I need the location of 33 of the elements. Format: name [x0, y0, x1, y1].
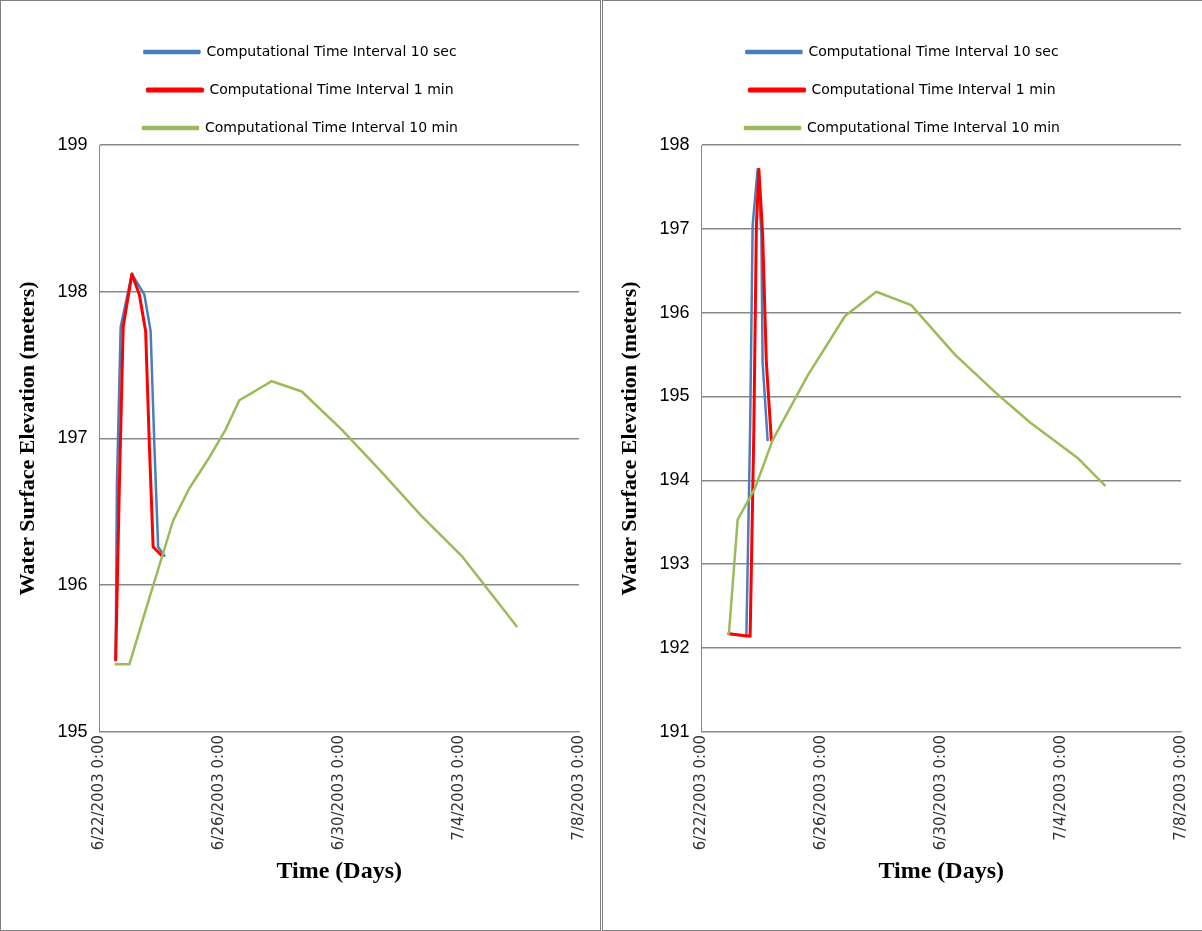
- y-axis-title: Water Surface Elevation (meters): [13, 281, 39, 596]
- y-tick-label: 196: [57, 574, 88, 595]
- x-axis-title: Time (Days): [276, 856, 402, 883]
- y-tick-label: 198: [57, 280, 88, 301]
- x-axis-title: Time (Days): [878, 856, 1004, 883]
- x-tick-label: 6/26/2003 0:00: [209, 734, 228, 851]
- legend-label: Computational Time Interval 1 min: [811, 80, 1056, 97]
- x-tick-label: 6/26/2003 0:00: [811, 734, 830, 851]
- y-axis-title: Water Surface Elevation (meters): [615, 281, 641, 596]
- x-tick-label: 6/22/2003 0:00: [89, 734, 108, 851]
- y-tick-label: 191: [659, 720, 690, 741]
- y-tick-label: 199: [57, 133, 88, 154]
- y-tick-label: 196: [659, 301, 690, 322]
- x-tick-label: 7/4/2003 0:00: [449, 734, 467, 841]
- y-tick-label: 195: [659, 385, 690, 406]
- legend-label: Computational Time Interval 10 sec: [206, 42, 457, 59]
- x-tick-label: 7/8/2003 0:00: [1170, 734, 1189, 841]
- x-tick-label: 7/8/2003 0:00: [568, 734, 587, 841]
- y-tick-label: 198: [659, 133, 690, 154]
- y-tick-label: 197: [659, 217, 690, 238]
- y-tick-label: 194: [659, 469, 690, 490]
- y-tick-label: 192: [659, 636, 690, 657]
- legend-label: Computational Time Interval 1 min: [209, 80, 454, 97]
- y-tick-label: 195: [57, 720, 88, 741]
- x-tick-label: 7/4/2003 0:00: [1051, 734, 1069, 841]
- x-tick-label: 6/22/2003 0:00: [691, 734, 710, 851]
- legend-label: Computational Time Interval 10 min: [807, 118, 1060, 135]
- legend-label: Computational Time Interval 10 min: [205, 118, 458, 135]
- y-tick-label: 193: [659, 553, 690, 574]
- x-tick-label: 6/30/2003 0:00: [329, 734, 348, 851]
- x-tick-label: 6/30/2003 0:00: [931, 734, 950, 851]
- legend-label: Computational Time Interval 10 sec: [808, 42, 1059, 59]
- y-tick-label: 197: [57, 427, 88, 448]
